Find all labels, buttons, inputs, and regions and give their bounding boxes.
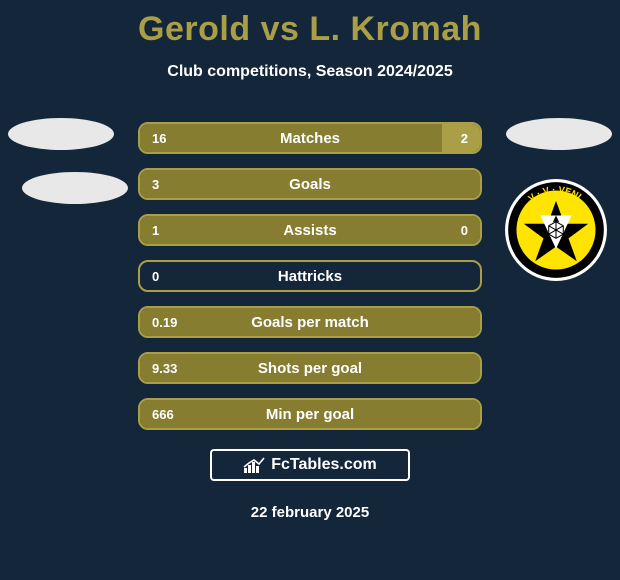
date-label: 22 february 2025	[0, 504, 620, 521]
stat-row: Min per goal666	[138, 398, 482, 430]
comparison-card: Gerold vs L. Kromah Club competitions, S…	[0, 0, 620, 580]
bar-left-fill	[140, 124, 446, 152]
title: Gerold vs L. Kromah	[0, 0, 620, 49]
stat-value-right: 0	[461, 216, 468, 244]
stat-value-left: 666	[152, 400, 174, 428]
player-left-silhouette	[8, 118, 114, 150]
stat-value-left: 9.33	[152, 354, 177, 382]
bar-left-fill	[140, 170, 482, 198]
club-left-silhouette	[22, 172, 128, 204]
stat-row: Goals3	[138, 168, 482, 200]
bar-left-fill	[140, 354, 482, 382]
stat-value-left: 1	[152, 216, 159, 244]
fctables-logo-text: FcTables.com	[271, 456, 377, 474]
bar-left-fill	[140, 308, 482, 336]
club-right-badge: V · V · VENL	[504, 178, 608, 287]
stat-value-left: 0.19	[152, 308, 177, 336]
stat-value-left: 16	[152, 124, 166, 152]
subtitle: Club competitions, Season 2024/2025	[0, 63, 620, 81]
stat-label: Hattricks	[140, 262, 480, 290]
silhouette-icon	[22, 172, 128, 204]
stat-row: Assists10	[138, 214, 482, 246]
stat-row: Matches162	[138, 122, 482, 154]
bar-left-fill	[140, 400, 482, 428]
silhouette-icon	[8, 118, 114, 150]
stat-bars: Matches162Goals3Assists10Hattricks0Goals…	[138, 122, 482, 444]
stat-row: Goals per match0.19	[138, 306, 482, 338]
stat-row: Hattricks0	[138, 260, 482, 292]
bar-left-fill	[140, 216, 482, 244]
player-right-silhouette	[506, 118, 612, 150]
silhouette-icon	[506, 118, 612, 150]
chart-spark-icon	[243, 456, 265, 474]
fctables-logo[interactable]: FcTables.com	[210, 449, 410, 481]
vvv-venlo-badge-icon: V · V · VENL	[504, 178, 608, 282]
stat-value-right: 2	[461, 124, 468, 152]
stat-value-left: 3	[152, 170, 159, 198]
stat-value-left: 0	[152, 262, 159, 290]
stat-row: Shots per goal9.33	[138, 352, 482, 384]
